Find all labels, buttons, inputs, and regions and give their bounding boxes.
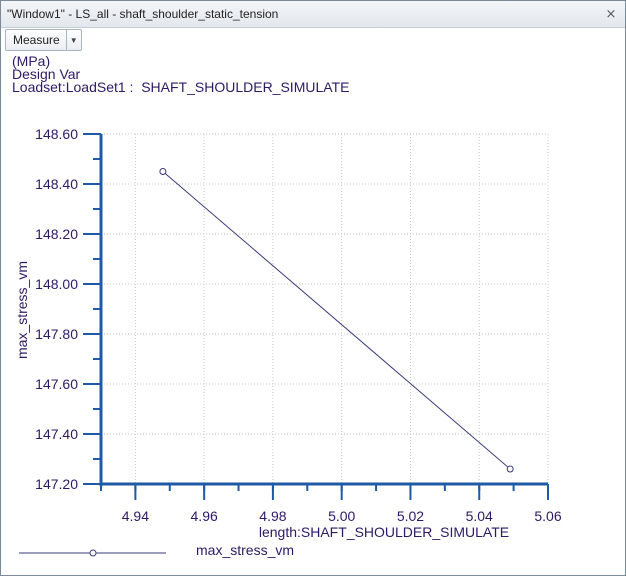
y-tick-labels: 147.20 147.40 147.60 147.80 148.00 148.20 148.…: [35, 126, 78, 492]
design-var-label: Design Var: [12, 66, 81, 82]
data-point: [159, 168, 167, 175]
x-tick-label: 5.04: [466, 508, 493, 524]
x-tick-label: 5.06: [534, 508, 561, 524]
y-tick-label: 147.20: [35, 476, 78, 492]
legend-label: max_stress_vm: [196, 542, 294, 558]
x-tick-label: 5.00: [328, 508, 355, 524]
x-tick-label: 4.94: [122, 508, 149, 524]
x-tick-label: 4.96: [191, 508, 218, 524]
window-title: "Window1" - LS_all - shaft_shoulder_stat…: [7, 7, 279, 21]
y-tick-label: 147.80: [35, 326, 78, 342]
measure-dropdown[interactable]: Measure ▼: [5, 29, 82, 51]
x-tick-label: 4.98: [259, 508, 286, 524]
y-tick-label: 148.00: [35, 276, 78, 292]
y-tick-label: 147.60: [35, 376, 78, 392]
x-tick-labels: 4.94 4.96 4.98 5.00 5.02 5.04 5.06: [122, 508, 562, 524]
x-tick-label: 5.02: [397, 508, 424, 524]
y-tick-label: 148.60: [35, 126, 78, 142]
series: [159, 168, 514, 473]
y-tick-label: 148.40: [35, 176, 78, 192]
x-axis-title: length:SHAFT_SHOULDER_SIMULATE: [259, 524, 509, 540]
close-icon[interactable]: ⨯: [605, 6, 617, 21]
loadset-label: Loadset:LoadSet1 : SHAFT_SHOULDER_SIMULA…: [12, 79, 350, 95]
data-point: [506, 465, 514, 473]
legend-marker: [89, 549, 97, 557]
measure-button[interactable]: Measure: [13, 33, 60, 47]
grid: [101, 133, 549, 484]
toolbar: Measure ▼: [1, 28, 625, 52]
y-tick-label: 147.40: [35, 426, 78, 442]
title-bar[interactable]: "Window1" - LS_all - shaft_shoulder_stat…: [1, 1, 625, 28]
axes: [99, 134, 548, 486]
y-axis-title: max_stress_vm: [14, 261, 30, 359]
units-label: (MPa): [12, 53, 51, 69]
tick-marks: [83, 133, 549, 500]
plot-header: (MPa) Design Var Loadset:LoadSet1 : SHAF…: [12, 53, 350, 95]
series-line: [162, 171, 511, 470]
y-tick-label: 148.20: [35, 226, 78, 242]
legend: max_stress_vm: [19, 542, 294, 558]
chevron-down-icon[interactable]: ▼: [65, 30, 81, 50]
